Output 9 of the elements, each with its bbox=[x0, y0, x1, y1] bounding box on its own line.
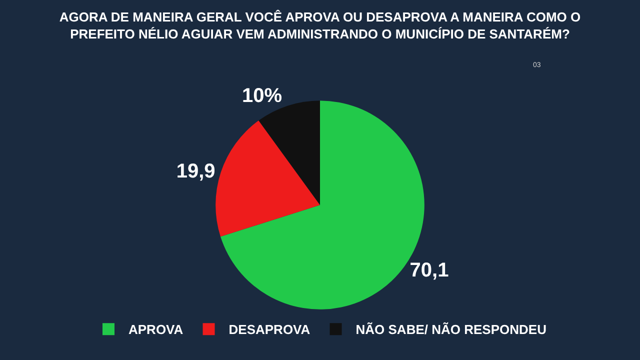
legend-label: DESAPROVA bbox=[228, 322, 311, 338]
data-label: 19,9 bbox=[176, 160, 216, 182]
chart-title: AGORA DE MANEIRA GERAL VOCÊ APROVA OU DESAPROVA A MANEIRA COMO O PREFEITO NÉLIO AGUIAR VEM ADMINISTRANDO O MUNICÍPIO DE SANTARÉM? bbox=[59, 10, 581, 42]
data-label: 10% bbox=[242, 84, 282, 107]
legend-label: NÃO SABE/ NÃO RESPONDEU bbox=[356, 322, 546, 338]
legend-label: APROVA bbox=[128, 322, 184, 338]
data-label: 70,1 bbox=[410, 259, 449, 282]
pie-slice bbox=[216, 120, 320, 237]
pie-slice bbox=[258, 100, 320, 205]
